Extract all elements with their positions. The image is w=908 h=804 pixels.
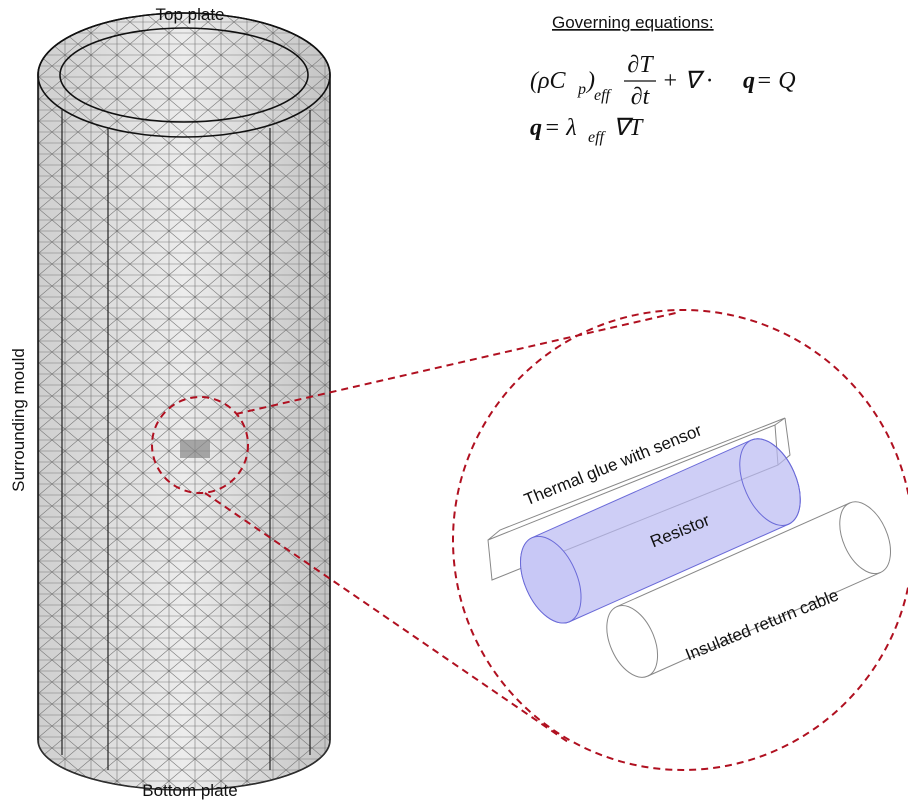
eq-part: = λ [544,115,577,141]
eq-part: eff [588,129,607,146]
eq-part: (ρC [530,68,567,94]
eq-part: eff [594,87,613,104]
eq-part: = Q [756,68,796,94]
eq-part: + ∇ · [662,68,712,94]
bottom-label: Bottom plate [142,781,237,800]
equation-1: (ρC p ) eff ∂T ∂t + ∇ · q = Q [530,52,796,110]
cylinder [30,10,340,800]
eq-part: p [577,81,586,98]
eq-part: q [743,68,755,94]
cable-label: Insulated return cable [683,585,842,664]
equation-2: q = λ eff ∇T [530,115,644,146]
eq-part: ∇T [613,115,644,141]
eq-part: ∂T [627,52,654,78]
figure: Top plate Surrounding mould Bottom plate… [0,0,908,804]
eq-part: ∂t [631,84,651,110]
equations-heading: Governing equations: [552,13,714,32]
side-label: Surrounding mould [9,348,28,492]
top-label: Top plate [156,5,225,24]
eq-part: q [530,115,542,141]
